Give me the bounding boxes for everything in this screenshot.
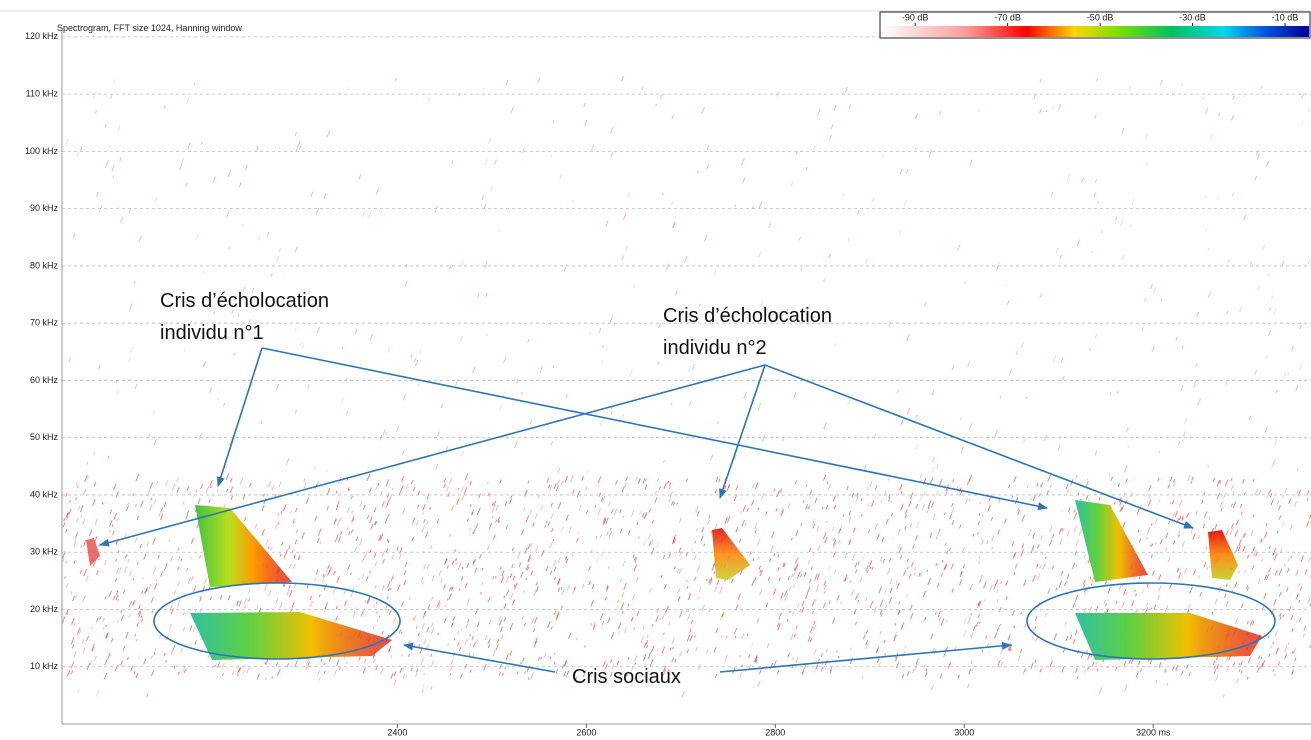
- x-tick-label: 3000: [954, 727, 974, 737]
- y-tick-label: 20 kHz: [30, 604, 59, 614]
- x-tick-label: 3200 ms: [1136, 727, 1171, 737]
- colorbar-tick-label: -90 dB: [902, 12, 929, 22]
- y-tick-label: 30 kHz: [30, 547, 59, 557]
- annotation-line: individu n°2: [663, 337, 767, 359]
- y-tick-label: 110 kHz: [26, 89, 59, 99]
- y-tick-label: 50 kHz: [30, 432, 59, 442]
- colorbar: -90 dB -70 dB -50 dB -30 dB -10 dB: [880, 12, 1310, 38]
- y-tick-label: 70 kHz: [30, 318, 59, 328]
- annotation-line: Cris d’écholocation: [663, 305, 832, 327]
- annotation-line: individu n°1: [160, 322, 264, 344]
- x-tick-label: 2400: [387, 727, 407, 737]
- y-tick-label: 120 kHz: [25, 31, 59, 41]
- y-tick-label: 60 kHz: [30, 375, 59, 385]
- colorbar-tick-label: -70 dB: [994, 12, 1021, 22]
- colorbar-gradient: [881, 26, 1309, 37]
- x-tick-label: 2800: [765, 727, 785, 737]
- y-tick-label: 100 kHz: [25, 146, 59, 156]
- colorbar-tick-label: -10 dB: [1272, 12, 1299, 22]
- colorbar-tick-label: -50 dB: [1087, 12, 1114, 22]
- annotation-line: Cris sociaux: [572, 666, 681, 688]
- chart-title: Spectrogram, FFT size 1024, Hanning wind…: [57, 23, 242, 33]
- y-tick-label: 80 kHz: [30, 260, 59, 270]
- spectrogram-window: 120 kHz 110 kHz 100 kHz 90 kHz 80 kHz 70 kHz 6…: [0, 0, 1311, 740]
- y-tick-label: 10 kHz: [30, 661, 59, 671]
- colorbar-tick-label: -30 dB: [1179, 12, 1206, 22]
- y-tick-label: 40 kHz: [30, 489, 59, 499]
- y-tick-label: 90 kHz: [30, 203, 59, 213]
- x-tick-label: 2600: [576, 727, 596, 737]
- annotation-line: Cris d’écholocation: [160, 290, 329, 312]
